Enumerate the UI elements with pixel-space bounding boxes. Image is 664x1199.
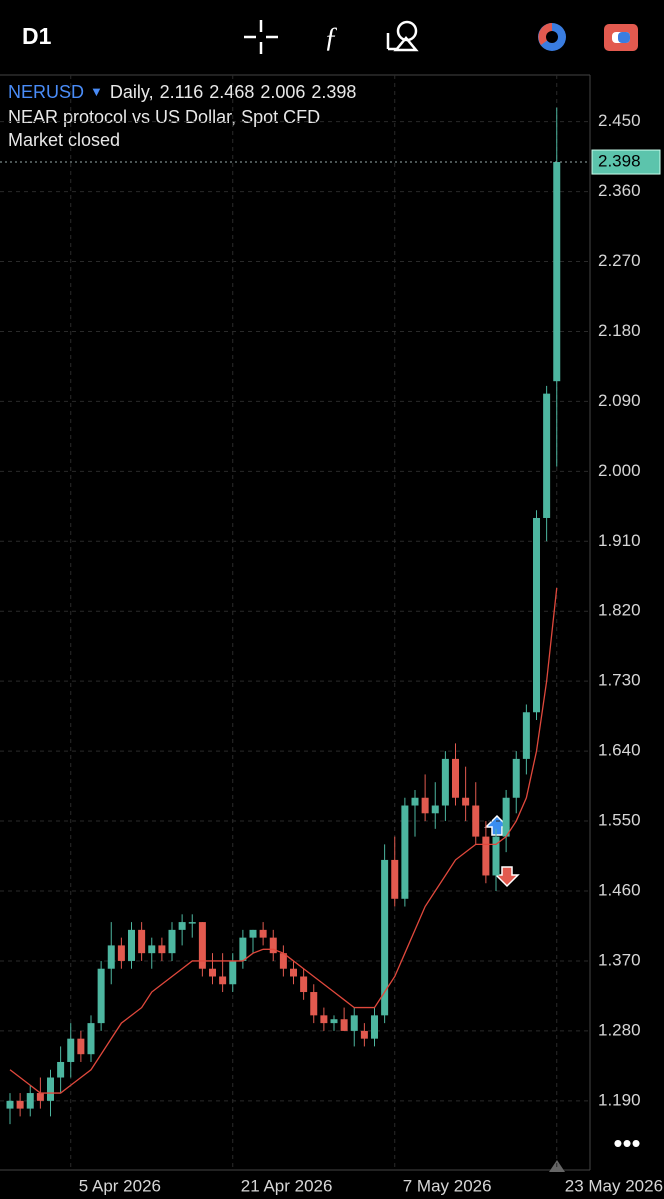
y-tick-label: 1.820 [598,601,641,620]
ohlc-low: 2.006 [260,82,305,102]
objects-icon[interactable] [386,20,419,52]
current-price-label: 2.398 [598,152,641,171]
y-tick-label: 1.370 [598,950,641,969]
candle-body [290,968,297,977]
y-tick-label: 2.090 [598,391,641,410]
candle-body [340,1019,348,1031]
candle-body [117,945,125,961]
candle-body [219,976,227,985]
candle-body [269,937,277,954]
candle-body [198,922,206,969]
candle-body [178,922,186,930]
y-tick-label: 2.270 [598,251,641,270]
candle-body [168,929,176,954]
candle-body [522,712,530,759]
candle-body [148,945,156,954]
candle-body [492,836,500,876]
candle-body [381,859,389,1016]
y-tick-label: 1.910 [598,531,641,550]
x-tick-label: 23 May 2026 [565,1176,663,1195]
y-tick-label: 1.730 [598,671,641,690]
symbol: NERUSD [8,82,84,102]
candle-body [421,797,429,814]
candle-body [401,805,409,899]
toolbar: D1 ƒ [22,20,638,54]
candle-body [310,992,318,1016]
y-tick-label: 2.450 [598,111,641,130]
candle-body [482,836,490,876]
candle-body [209,968,216,977]
candle-body [6,1100,14,1109]
candle-body [431,805,439,814]
y-tick-label: 2.360 [598,181,641,200]
moving-average-line [9,587,558,1094]
candle-body [441,758,449,806]
candle-body [391,859,399,899]
timeframe-label: Daily, [110,82,154,102]
y-tick-label: 1.460 [598,880,641,899]
y-tick-label: 2.000 [598,461,641,480]
candle-body [320,1015,328,1024]
chart-description: NEAR protocol vs US Dollar, Spot CFD [8,107,320,127]
y-tick-label: 1.550 [598,811,641,830]
candle-body [229,960,237,985]
current-price-box [591,149,661,175]
candle-body [462,797,470,806]
candle-body [300,976,308,993]
chart-header: NERUSD ▼ Daily, 2.116 2.468 2.006 2.398 [8,82,356,102]
more-button[interactable]: ••• [613,1128,640,1158]
market-status: Market closed [8,130,120,150]
candle-body [87,1023,95,1055]
candle-body [279,953,287,969]
candle-body [47,1077,54,1101]
crosshair-icon[interactable] [244,20,278,54]
candle-body [188,922,196,924]
candle-body [138,929,146,954]
candle-body [553,162,561,382]
candle-body [128,929,135,961]
indicators-icon[interactable]: ƒ [324,22,338,53]
x-tick-label: 5 Apr 2026 [79,1176,161,1195]
candle-body [16,1100,24,1109]
candle-body [371,1015,378,1039]
candle-body [330,1019,338,1024]
ohlc-open: 2.116 [160,82,204,102]
plot-area [0,74,591,1171]
candle-body [26,1093,34,1109]
candle-body [67,1038,75,1062]
timeframe-button[interactable]: D1 [22,23,52,49]
candle-body [57,1061,65,1078]
candle-body [36,1093,44,1101]
candle-body [259,929,267,938]
candle-body [107,945,115,969]
candle-body [452,758,459,798]
account-icon[interactable] [538,23,566,51]
y-tick-label: 1.190 [598,1090,641,1109]
y-tick-label: 2.180 [598,321,641,340]
candle-body [543,393,551,518]
candle-body [77,1038,85,1055]
candle-body [360,1030,368,1039]
candle-body [411,797,419,806]
candle-body [97,968,105,1024]
x-tick-label: 7 May 2026 [403,1176,492,1195]
ohlc-close: 2.398 [311,82,356,102]
candle-body [350,1015,358,1031]
trade-icon[interactable] [604,24,638,51]
candle-body [239,937,247,961]
plot-content [0,75,590,1170]
candle-body [533,517,540,713]
candle-body [502,797,510,837]
candle-body [249,929,257,938]
x-tick-label: 21 Apr 2026 [241,1176,333,1195]
ohlc-high: 2.468 [209,82,254,102]
symbol-dropdown[interactable]: ▼ [90,84,103,99]
y-tick-label: 1.640 [598,741,641,760]
y-tick-label: 1.280 [598,1020,641,1039]
candle-body [512,758,520,798]
candle-body [158,945,166,954]
candle-body [472,805,480,837]
